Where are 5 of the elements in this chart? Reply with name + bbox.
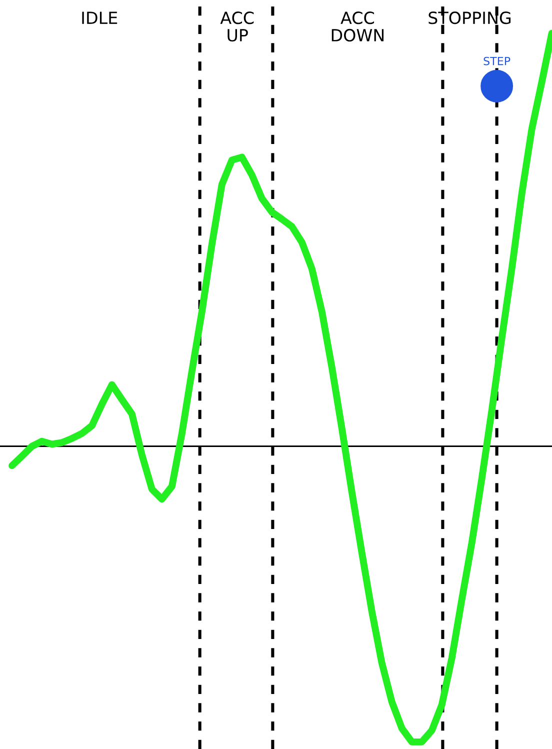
text: STOPPING xyxy=(428,12,511,24)
text: IDLE xyxy=(82,12,118,24)
annotation: ACC UP xyxy=(220,12,254,42)
annotation: ACC DOWN xyxy=(332,12,384,42)
annotation: STEP xyxy=(484,56,510,66)
